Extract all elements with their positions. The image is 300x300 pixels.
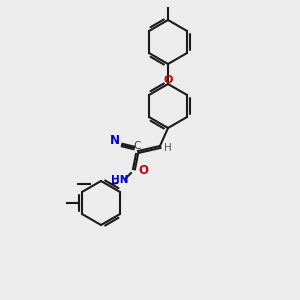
Text: O: O [138, 164, 148, 178]
Text: O: O [163, 75, 173, 85]
Text: HN: HN [111, 175, 129, 185]
Text: C: C [133, 141, 141, 151]
Text: N: N [110, 134, 120, 148]
Text: H: H [164, 143, 172, 153]
